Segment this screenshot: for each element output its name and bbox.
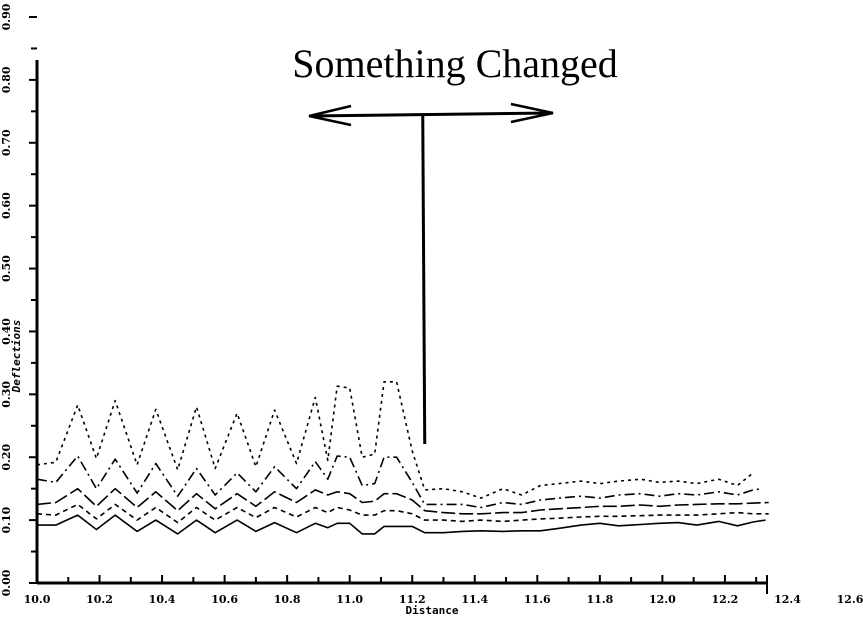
series-line-1 — [36, 380, 754, 499]
y-axis-title: Deflections — [10, 320, 23, 394]
x-tick-label: 10.0 — [24, 593, 51, 606]
x-axis-title: Distance — [406, 604, 459, 617]
annotation-text: Something Changed — [292, 41, 618, 86]
y-tick-label: 0.10 — [0, 506, 13, 533]
axes — [35, 60, 768, 594]
annotation-arrowhead-left — [308, 104, 352, 127]
y-tick-label: 0.30 — [0, 381, 13, 408]
series-line-4 — [36, 503, 769, 524]
annotation-arrow-shaft — [309, 111, 553, 118]
y-tick-label: 0.20 — [0, 443, 13, 470]
y-ticks: 0.00 0.10 0.20 0.30 0.40 0.50 0.60 0.70 0.80 0.90 — [0, 3, 37, 596]
x-tick-label: 11.2 — [399, 593, 426, 606]
x-tick-label: 11.8 — [586, 593, 613, 606]
x-tick-label: 10.2 — [86, 593, 113, 606]
x-ticks: 10.0 10.2 10.4 10.6 10.8 11.0 11.2 11.4 11.6 11.8… — [24, 575, 863, 606]
y-tick-label: 0.40 — [0, 318, 13, 345]
x-tick-label: 12.4 — [774, 593, 801, 606]
x-tick-label: 11.0 — [336, 593, 363, 606]
x-tick-label: 12.6 — [837, 593, 863, 606]
series-line-3 — [36, 487, 769, 515]
series-layer — [36, 380, 769, 535]
x-tick-label: 11.4 — [461, 593, 488, 606]
y-tick-label: 0.70 — [0, 129, 13, 156]
x-tick-label: 12.2 — [712, 593, 739, 606]
series-line-2 — [36, 455, 763, 509]
y-tick-label: 0.90 — [0, 3, 13, 30]
annotation-arrow-stem — [421, 114, 427, 445]
x-tick-label: 10.8 — [274, 593, 301, 606]
annotation-group: Something Changed — [292, 41, 618, 445]
series-line-5 — [37, 514, 766, 535]
y-tick-label: 0.80 — [0, 66, 13, 93]
x-tick-label: 10.4 — [149, 593, 176, 606]
annotation-arrowhead-right — [510, 102, 554, 124]
y-tick-label: 0.00 — [0, 569, 13, 596]
x-tick-label: 12.0 — [649, 593, 676, 606]
y-tick-label: 0.60 — [0, 192, 13, 219]
x-tick-label: 11.6 — [524, 593, 551, 606]
y-tick-label: 0.50 — [0, 255, 13, 282]
x-tick-label: 10.6 — [211, 593, 238, 606]
